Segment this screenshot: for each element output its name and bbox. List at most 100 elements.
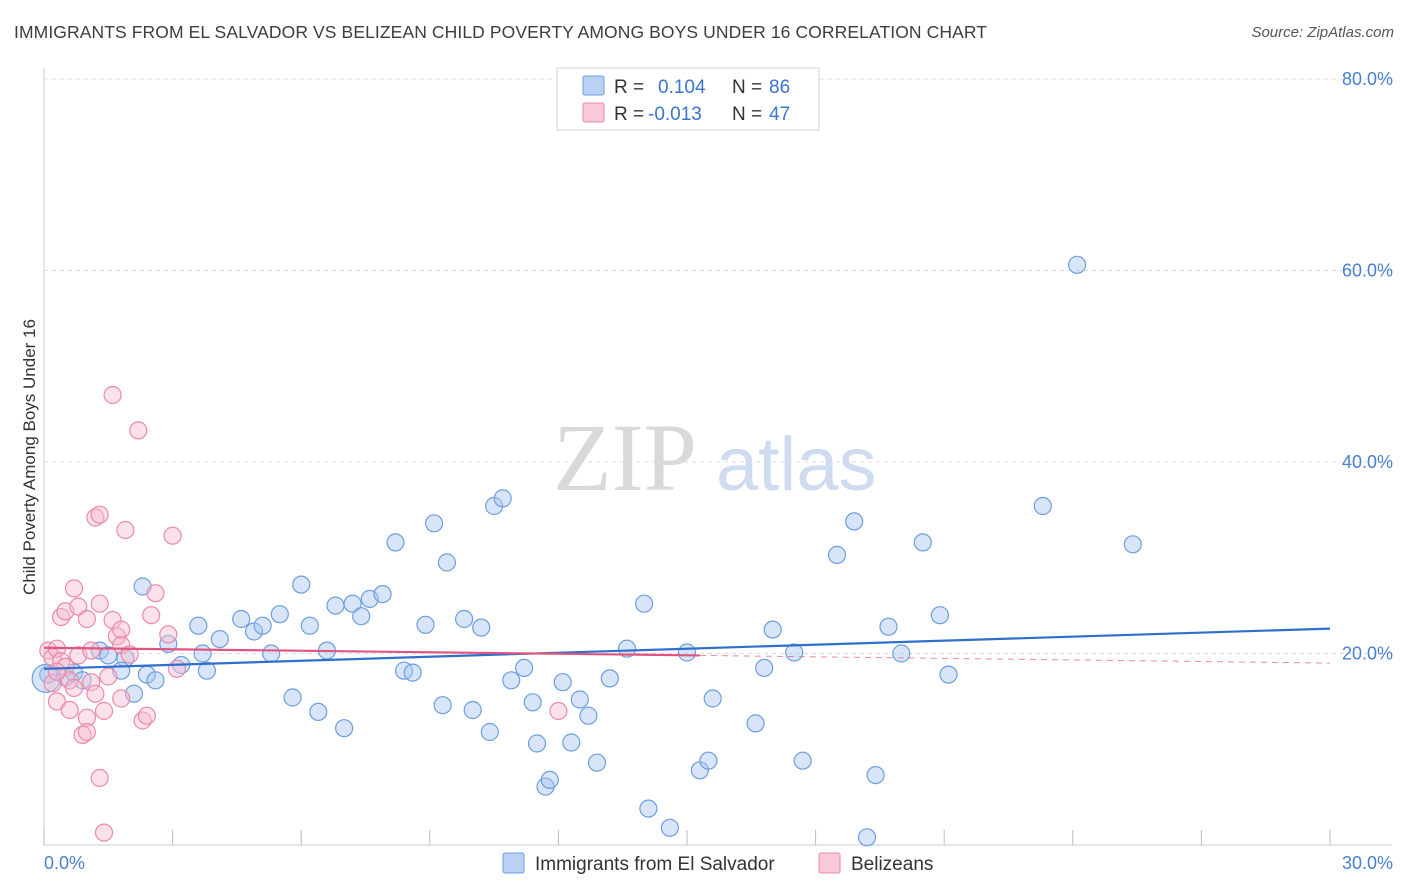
belizean-point: [69, 597, 88, 616]
el-salvador-point: [283, 688, 302, 707]
el-salvador-point: [570, 690, 589, 709]
belizean-point: [137, 706, 156, 725]
el-salvador-point: [639, 799, 658, 818]
belizean-point: [86, 684, 105, 703]
belizean-point: [77, 609, 97, 629]
el-salvador-point: [403, 663, 422, 682]
belizean-point: [94, 701, 114, 721]
el-salvador-point: [845, 512, 864, 531]
el-salvador-point: [763, 620, 782, 639]
belizean-point: [90, 505, 109, 524]
belizean-point: [90, 594, 109, 613]
belizean-point: [142, 606, 161, 625]
el-salvador-point: [827, 545, 847, 565]
el-salvador-point: [866, 765, 885, 785]
chart-source: Source: ZipAtlas.com: [1251, 24, 1394, 41]
belizean-point: [64, 678, 84, 698]
series-el-salvador: [31, 255, 1142, 847]
el-salvador-point: [189, 616, 208, 635]
watermark-atlas: atlas: [716, 422, 877, 507]
belizean-point: [64, 579, 84, 598]
belizean-point: [103, 385, 122, 405]
el-salvador-point: [326, 596, 345, 615]
el-salvador-point: [660, 818, 680, 837]
y-tick-labels: 20.0% 40.0% 60.0% 80.0%: [1342, 69, 1393, 664]
legend-r-label-0: R =: [614, 77, 644, 98]
el-salvador-point: [433, 696, 452, 715]
el-salvador-point: [270, 605, 289, 624]
bottom-legend: Immigrants from El Salvador Belizeans: [502, 852, 933, 875]
belizean-point: [112, 620, 131, 639]
legend-n-value-1: 47: [769, 104, 790, 125]
el-salvador-point: [579, 706, 598, 725]
grid: [44, 78, 1392, 654]
el-salvador-point: [309, 702, 328, 722]
el-salvador-point: [793, 751, 812, 770]
el-salvador-point: [300, 616, 319, 635]
legend-r-value-0: 0.104: [658, 77, 706, 98]
el-salvador-point: [335, 719, 354, 738]
belizean-point: [77, 708, 97, 727]
el-salvador-point: [253, 616, 272, 635]
belizean-point: [43, 674, 62, 693]
el-salvador-point: [527, 734, 547, 753]
el-salvador-point: [634, 594, 654, 613]
el-salvador-point: [193, 644, 212, 663]
el-salvador-point: [197, 661, 216, 680]
belizean-point: [549, 701, 568, 721]
watermark-zip: ZIP: [553, 404, 697, 511]
y-tick-label-60: 60.0%: [1342, 261, 1393, 281]
el-salvador-point: [425, 514, 444, 533]
bottom-legend-swatch-el-salvador: [502, 852, 525, 874]
legend-n-label-0: N =: [732, 77, 762, 98]
el-salvador-point: [463, 700, 482, 720]
el-salvador-point: [939, 665, 958, 684]
el-salvador-point: [262, 644, 281, 663]
el-salvador-point: [416, 615, 435, 634]
belizean-point: [112, 689, 131, 708]
series-belizeans: [39, 385, 568, 842]
legend-swatch-el-salvador: [582, 75, 605, 96]
el-salvador-point: [343, 594, 362, 613]
belizean-point: [47, 662, 67, 681]
belizean-point: [77, 722, 97, 742]
legend-r-value-1: -0.013: [648, 104, 702, 125]
belizean-point: [47, 692, 67, 711]
belizean-point: [60, 700, 79, 720]
belizean-point: [99, 667, 118, 686]
el-salvador-point: [373, 584, 392, 604]
belizean-point: [82, 641, 101, 660]
el-salvador-point: [352, 607, 371, 626]
belizean-trend-line: [43, 646, 700, 657]
el-salvador-point: [587, 753, 607, 772]
x-ticks: [43, 830, 1331, 845]
el-salvador-point: [540, 770, 559, 790]
y-tick-label-80: 80.0%: [1342, 69, 1393, 89]
el-salvador-point: [437, 553, 456, 572]
belizean-point: [94, 823, 114, 842]
belizean-point: [82, 673, 101, 692]
belizean-point: [129, 421, 148, 440]
el-salvador-point: [913, 533, 932, 552]
belizean-point: [167, 659, 186, 678]
bottom-legend-swatch-belizeans: [818, 852, 841, 874]
trend-lines: [43, 627, 1331, 670]
el-salvador-point: [493, 489, 512, 508]
y-axis-label: Child Poverty Among Boys Under 16: [20, 319, 39, 595]
el-salvador-point: [879, 617, 898, 636]
el-salvador-point: [523, 693, 542, 712]
belizean-point: [116, 520, 135, 540]
el-salvador-point: [1123, 535, 1142, 554]
el-salvador-point: [553, 673, 572, 692]
el-salvador-point: [146, 671, 165, 690]
el-salvador-point: [455, 609, 474, 629]
el-salvador-point: [562, 733, 581, 752]
el-salvador-point: [703, 689, 722, 708]
el-salvador-point: [514, 658, 534, 678]
belizean-point: [163, 526, 182, 545]
el-salvador-point: [617, 639, 637, 658]
el-salvador-point: [892, 644, 911, 663]
el-salvador-point: [292, 575, 311, 594]
y-tick-label-20: 20.0%: [1342, 644, 1393, 664]
